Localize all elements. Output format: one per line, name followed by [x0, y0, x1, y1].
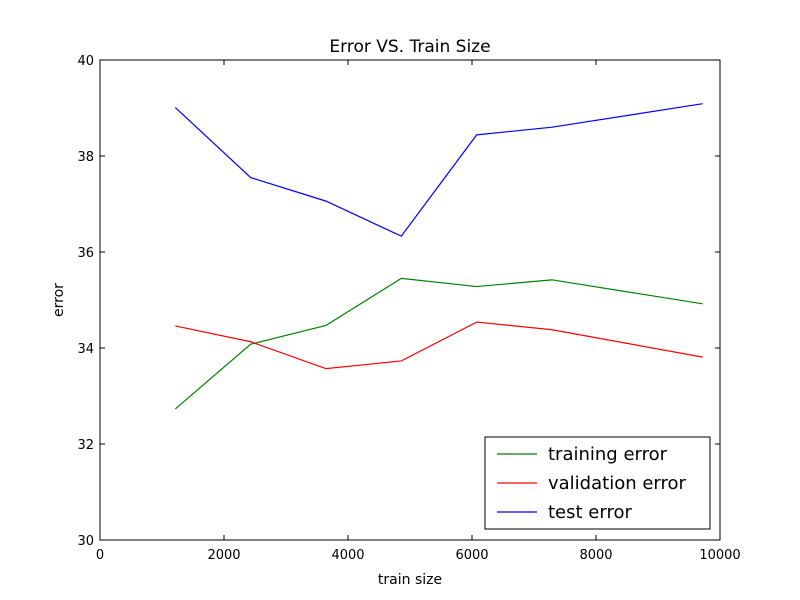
x-axis-label: train size: [378, 572, 442, 588]
validation-error-line: [175, 321, 703, 370]
y-tick-label: 32: [77, 438, 94, 453]
training-error-line: [174, 277, 703, 410]
y-tick-label: 38: [77, 150, 94, 165]
series-layer: [174, 103, 703, 410]
ticks-layer: 0 2000 4000 6000 8000 10000 30 32 34 36 38 40: [77, 54, 740, 563]
legend-training-error-label: training error: [548, 444, 668, 465]
y-tick-label: 30: [77, 534, 94, 549]
x-tick-label: 4000: [331, 548, 364, 563]
x-tick-label: 10000: [699, 548, 740, 563]
y-axis-label: error: [51, 283, 67, 317]
test-error-line: [174, 103, 703, 237]
legend: training error validation error test error: [484, 436, 711, 530]
legend-validation-error-label: validation error: [548, 473, 687, 494]
y-tick-label: 36: [77, 246, 94, 261]
y-tick-label: 34: [77, 342, 94, 357]
plot-area: [99, 59, 721, 541]
plot-frame: [99, 59, 721, 541]
y-tick-label: 40: [77, 54, 94, 69]
x-tick-label: 6000: [455, 548, 488, 563]
x-tick-label: 2000: [207, 548, 240, 563]
chart-title: Error VS. Train Size: [329, 37, 490, 57]
x-tick-label: 0: [96, 548, 104, 563]
legend-test-error-label: test error: [548, 502, 632, 523]
x-tick-label: 8000: [579, 548, 612, 563]
